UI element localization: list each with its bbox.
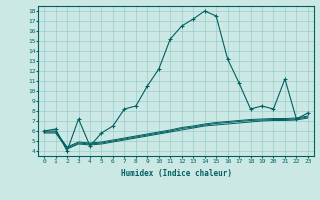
X-axis label: Humidex (Indice chaleur): Humidex (Indice chaleur) bbox=[121, 169, 231, 178]
